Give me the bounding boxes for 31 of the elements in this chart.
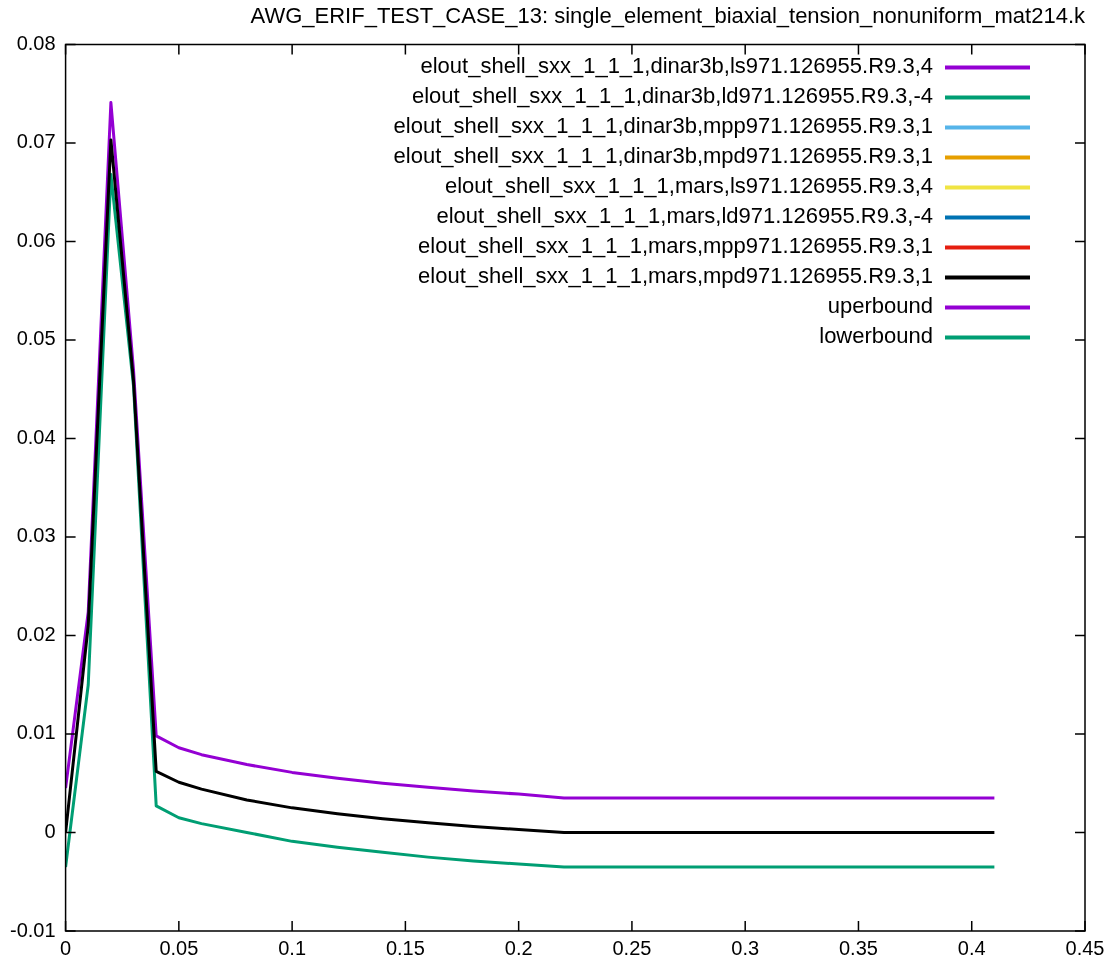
x-tick-label: 0.35: [838, 936, 878, 959]
x-tick-label: 0.45: [1065, 936, 1105, 959]
legend-label: elout_shell_sxx_1_1_1,mars,ls971.126955.R9.3,4: [445, 173, 933, 199]
y-tick-label: -0.01: [9, 918, 56, 941]
x-tick-label: 0: [60, 936, 72, 959]
legend-label: elout_shell_sxx_1_1_1,dinar3b,mpd971.126955.R9.3,1: [393, 143, 933, 169]
y-tick-label: 0.08: [16, 31, 56, 54]
legend-label: elout_shell_sxx_1_1_1,mars,ld971.126955.R9.3,-4: [436, 203, 933, 229]
y-tick-label: 0.04: [16, 425, 56, 448]
y-tick-label: 0.01: [16, 721, 56, 744]
x-tick-label: 0.3: [731, 936, 760, 959]
y-tick-label: 0.05: [16, 327, 56, 350]
legend-label: lowerbound: [819, 323, 933, 349]
legend-label: elout_shell_sxx_1_1_1,dinar3b,mpp971.126955.R9.3,1: [393, 113, 933, 139]
y-tick-label: 0.06: [16, 228, 56, 251]
x-tick-label: 0.4: [957, 936, 986, 959]
x-tick-label: 0.1: [278, 936, 307, 959]
x-tick-label: 0.25: [612, 936, 652, 959]
legend-label: elout_shell_sxx_1_1_1,mars,mpp971.126955.R9.3,1: [418, 233, 933, 259]
y-tick-label: 0: [44, 820, 56, 842]
x-tick-label: 0.05: [159, 936, 199, 959]
legend-label: elout_shell_sxx_1_1_1,dinar3b,ls971.126955.R9.3,4: [420, 53, 933, 79]
y-tick-label: 0.07: [16, 130, 56, 153]
legend-label: elout_shell_sxx_1_1_1,mars,mpd971.126955.R9.3,1: [418, 263, 933, 289]
x-tick-label: 0.2: [504, 936, 533, 959]
y-tick-label: 0.03: [16, 524, 56, 547]
chart-title: AWG_ERIF_TEST_CASE_13: single_element_biaxial_tension_nonuniform_mat214.k: [250, 3, 1086, 29]
legend-label: elout_shell_sxx_1_1_1,dinar3b,ld971.126955.R9.3,-4: [411, 83, 933, 109]
y-tick-label: 0.02: [16, 622, 56, 645]
legend-label: uperbound: [827, 293, 933, 319]
x-tick-label: 0.15: [385, 936, 425, 959]
